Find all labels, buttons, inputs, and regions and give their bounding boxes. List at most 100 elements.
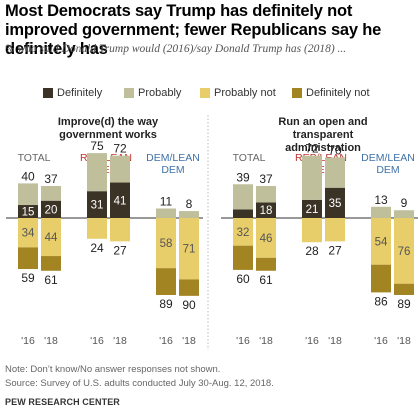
data-label: 71	[183, 244, 196, 256]
year-tick-label: '18	[397, 335, 411, 347]
data-label: 35	[329, 198, 342, 210]
legend-swatch-probably-not	[200, 88, 210, 98]
legend-item-definitely-not: Definitely not	[292, 87, 370, 99]
data-label: 34	[22, 228, 35, 240]
data-label: 44	[45, 232, 58, 244]
bar-segment-1	[256, 185, 276, 203]
bar-segment-1	[302, 155, 322, 200]
chart-title: Most Democrats say Trump has definitely …	[5, 2, 382, 58]
bar-segment-2	[256, 218, 276, 258]
data-label: 32	[237, 227, 250, 239]
year-tick-label: '18	[259, 335, 273, 347]
panel-title-line: transparent	[293, 129, 354, 141]
total-label-negative: 28	[305, 244, 319, 258]
bar-segment-0	[233, 209, 253, 218]
legend-label-definitely: Definitely	[57, 87, 103, 99]
total-label-negative: 27	[328, 243, 342, 257]
total-label-negative: 89	[397, 297, 411, 311]
bar-segment-1	[394, 210, 414, 218]
organization-label: PEW RESEARCH CENTER	[5, 397, 120, 407]
total-label-negative: 27	[113, 243, 127, 257]
bar-segment-1	[87, 153, 107, 192]
total-label-positive: 39	[236, 170, 250, 184]
year-tick-label: '16	[90, 335, 104, 347]
year-tick-label: '16	[21, 335, 35, 347]
total-label-positive: 37	[44, 172, 58, 186]
bar-segment-2	[302, 218, 322, 243]
total-label-positive: 75	[90, 139, 104, 153]
bar-segment-3	[233, 245, 253, 270]
data-label: 20	[45, 204, 58, 216]
bar-segment-1	[41, 185, 61, 201]
group-title-line: DEM	[161, 164, 184, 176]
year-tick-label: '18	[44, 335, 58, 347]
legend-label-definitely-not: Definitely not	[306, 87, 370, 99]
total-label-positive: 72	[113, 142, 127, 156]
total-label-negative: 24	[90, 241, 104, 255]
bar-segment-1	[110, 155, 130, 183]
group-title-line: TOTAL	[18, 152, 51, 164]
total-label-negative: 86	[374, 294, 388, 308]
total-label-negative: 60	[236, 272, 250, 286]
year-tick-label: '16	[305, 335, 319, 347]
year-tick-label: '16	[236, 335, 250, 347]
bar-segment-2	[87, 218, 107, 239]
bar-segment-1	[179, 211, 199, 218]
data-label: 31	[91, 200, 104, 212]
panel-title-line: Improve(d) the way	[58, 116, 159, 128]
panel-title-line: administration	[285, 142, 361, 154]
legend-item-definitely: Definitely	[43, 87, 102, 99]
panel-title-line: government works	[59, 129, 157, 141]
bar-segment-1	[371, 206, 391, 218]
total-label-positive: 40	[21, 169, 35, 183]
chart-source: Source: Survey of U.S. adults conducted …	[5, 378, 274, 389]
bar-segment-2	[233, 218, 253, 246]
total-label-negative: 59	[21, 271, 35, 285]
bar-segment-3	[256, 257, 276, 271]
bar-segment-3	[18, 247, 38, 270]
bar-segment-2	[325, 218, 345, 242]
total-label-negative: 90	[182, 298, 196, 312]
bar-segment-3	[156, 268, 176, 295]
data-label: 58	[160, 238, 173, 250]
total-label-negative: 61	[259, 273, 273, 287]
bar-segment-3	[179, 279, 199, 296]
bar-segment-3	[394, 283, 414, 295]
year-tick-label: '18	[113, 335, 127, 347]
bar-segment-0	[18, 205, 38, 218]
bar-segment-2	[18, 218, 38, 248]
group-title-line: DEM/LEAN	[146, 152, 200, 164]
data-label: 41	[114, 195, 127, 207]
bar-segment-1	[325, 157, 345, 188]
legend-swatch-definitely-not	[292, 88, 302, 98]
data-label: 54	[375, 236, 388, 248]
group-title-line: DEM	[376, 164, 399, 176]
total-label-positive: 13	[374, 193, 388, 207]
legend: Definitely Probably Probably not Definit…	[0, 87, 418, 101]
bar-segment-0	[110, 182, 130, 218]
data-label: 21	[306, 204, 319, 216]
bar-segment-0	[256, 202, 276, 218]
data-label: 15	[22, 207, 35, 219]
bar-segment-1	[156, 208, 176, 218]
total-label-positive: 37	[259, 172, 273, 186]
total-label-positive: 8	[186, 197, 193, 211]
bar-segment-0	[325, 187, 345, 218]
bar-segment-2	[41, 218, 61, 257]
chart-subtitle: % who said Donald Trump would (2016)/say…	[5, 43, 347, 55]
total-label-negative: 89	[159, 297, 173, 311]
legend-label-probably: Probably	[138, 87, 182, 99]
year-tick-label: '16	[374, 335, 388, 347]
legend-item-probably: Probably	[124, 87, 181, 99]
data-label: 18	[260, 205, 273, 217]
bar-segment-0	[87, 191, 107, 218]
data-label: 46	[260, 233, 273, 245]
bar-segment-1	[18, 183, 38, 206]
legend-swatch-probably	[124, 88, 134, 98]
total-label-positive: 11	[160, 194, 173, 208]
total-label-negative: 61	[44, 273, 58, 287]
group-title-line: DEM/LEAN	[361, 152, 415, 164]
bar-segment-3	[41, 256, 61, 271]
group-title-line: TOTAL	[233, 152, 266, 164]
